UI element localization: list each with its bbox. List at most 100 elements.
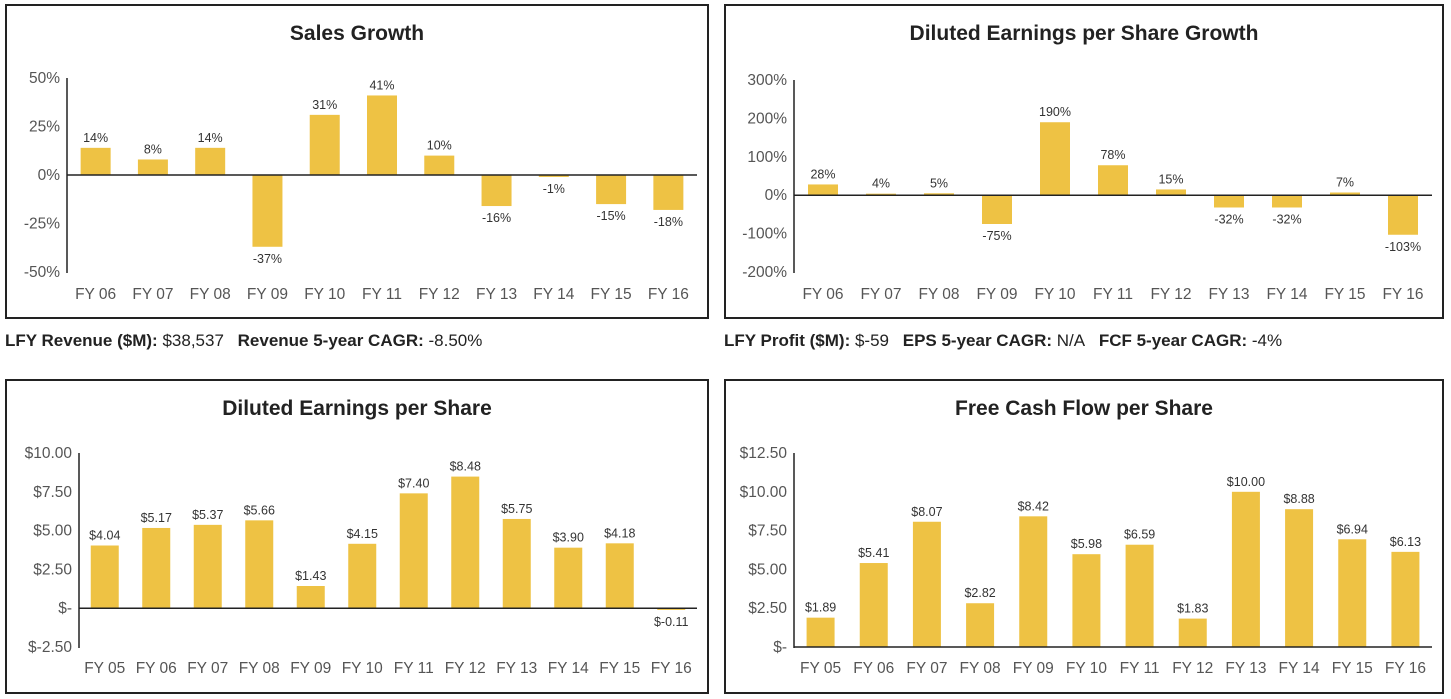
x-tick-label: FY 10 (1034, 286, 1075, 303)
lfy-revenue-value: $38,537 (162, 331, 224, 350)
lfy-revenue-label: LFY Revenue ($M): (5, 331, 158, 350)
bar (596, 175, 627, 205)
bar (966, 603, 995, 647)
x-tick-label: FY 11 (362, 286, 402, 303)
y-tick-label: $-2.50 (28, 639, 72, 656)
x-tick-label: FY 12 (1172, 660, 1213, 677)
y-tick-label: $2.50 (748, 600, 787, 617)
data-label: $5.37 (192, 508, 223, 522)
bar (538, 175, 569, 177)
bar (252, 175, 283, 247)
data-label: $5.41 (858, 546, 889, 560)
data-label: $-0.11 (654, 615, 689, 629)
x-tick-label: FY 08 (960, 660, 1001, 677)
eps-panel: Diluted Earnings per Share $10.00 $7.50 $5… (5, 379, 709, 694)
sales-growth-panel: Sales Growth 50% 25% 0% -25% -50% 14% FY 06 8% F… (5, 4, 709, 319)
x-tick-label: FY 07 (860, 286, 901, 303)
x-tick-label: FY 07 (906, 660, 947, 677)
bar (1231, 491, 1260, 647)
bar (1125, 544, 1154, 647)
bar (348, 543, 377, 609)
bar (806, 617, 835, 647)
bar (866, 193, 896, 196)
data-label: -103% (1385, 240, 1421, 254)
data-label: $4.04 (89, 528, 120, 542)
x-tick-label: FY 08 (190, 286, 231, 303)
data-label: $4.15 (347, 527, 378, 541)
data-label: $3.90 (553, 531, 584, 545)
data-label: 7% (1336, 176, 1354, 190)
data-label: 28% (810, 167, 835, 181)
fcf-cagr-label: FCF 5-year CAGR: (1098, 331, 1248, 350)
x-tick-label: FY 06 (75, 286, 116, 303)
bar (924, 193, 954, 196)
eps-growth-panel: Diluted Earnings per Share Growth 300% 20… (724, 4, 1444, 319)
x-tick-label: FY 07 (132, 286, 173, 303)
data-label: 14% (198, 131, 223, 145)
x-tick-label: FY 12 (1150, 286, 1191, 303)
data-label: 8% (144, 142, 162, 156)
data-label: $5.75 (501, 502, 532, 516)
x-tick-label: FY 14 (1266, 286, 1307, 303)
data-label: $8.07 (911, 505, 942, 519)
bar (193, 524, 222, 609)
y-tick-label: $7.50 (33, 484, 72, 501)
eps-growth-chart: 300% 200% 100% 0% -100% -200% 28% FY 06 4% FY 07 5… (742, 72, 1432, 303)
bar (481, 175, 512, 207)
fcf-panel: Free Cash Flow per Share $12.50 $10.00 $7.… (724, 379, 1444, 694)
bar (912, 521, 941, 647)
chart-title: Free Cash Flow per Share (955, 397, 1213, 420)
data-label: -1% (543, 182, 565, 196)
x-tick-label: FY 16 (1382, 286, 1423, 303)
bar (1214, 195, 1244, 208)
revenue-cagr-label: Revenue 5-year CAGR: (237, 331, 424, 350)
y-tick-label: 50% (29, 70, 60, 87)
x-tick-label: FY 13 (1208, 286, 1249, 303)
x-tick-label: FY 06 (853, 660, 894, 677)
y-tick-label: $7.50 (748, 523, 787, 540)
bar (502, 518, 531, 609)
bar (1040, 122, 1070, 196)
y-tick-label: $12.50 (740, 445, 788, 462)
x-tick-label: FY 10 (1066, 660, 1107, 677)
data-label: -32% (1214, 212, 1243, 226)
data-label: -15% (596, 209, 625, 223)
data-label: $8.88 (1283, 492, 1314, 506)
data-label: $6.13 (1390, 535, 1421, 549)
chart-title: Diluted Earnings per Share Growth (909, 22, 1259, 45)
bar (1285, 509, 1314, 647)
y-tick-label: $5.00 (33, 523, 72, 540)
data-label: $1.83 (1177, 602, 1208, 616)
x-tick-label: FY 15 (1332, 660, 1373, 677)
x-tick-label: FY 11 (1120, 660, 1160, 677)
bar (1272, 195, 1302, 208)
y-tick-label: 0% (38, 167, 61, 184)
data-label: $6.59 (1124, 528, 1155, 542)
x-tick-label: FY 08 (239, 660, 280, 677)
lfy-profit-label: LFY Profit ($M): (724, 331, 851, 350)
data-label: -18% (654, 215, 683, 229)
y-tick-label: -50% (24, 264, 60, 281)
x-tick-label: FY 05 (84, 660, 125, 677)
revenue-cagr-value: -8.50% (428, 331, 483, 350)
y-tick-label: 200% (747, 110, 787, 127)
bar (1178, 618, 1207, 647)
data-label: $5.98 (1071, 537, 1102, 551)
x-tick-label: FY 16 (651, 660, 692, 677)
y-tick-label: $5.00 (748, 561, 787, 578)
data-label: $1.43 (295, 569, 326, 583)
x-tick-label: FY 15 (1324, 286, 1365, 303)
x-tick-label: FY 13 (1225, 660, 1266, 677)
x-tick-label: FY 07 (187, 660, 228, 677)
fcf-cagr-value: -4% (1251, 331, 1283, 350)
x-tick-label: FY 06 (136, 660, 177, 677)
data-label: $10.00 (1227, 475, 1265, 489)
x-tick-label: FY 08 (918, 286, 959, 303)
x-tick-label: FY 15 (599, 660, 640, 677)
x-tick-label: FY 16 (648, 286, 689, 303)
data-label: $8.42 (1018, 499, 1049, 513)
data-label: $5.66 (244, 503, 275, 517)
data-label: -75% (982, 229, 1011, 243)
data-label: 14% (83, 131, 108, 145)
data-label: 10% (427, 139, 452, 153)
